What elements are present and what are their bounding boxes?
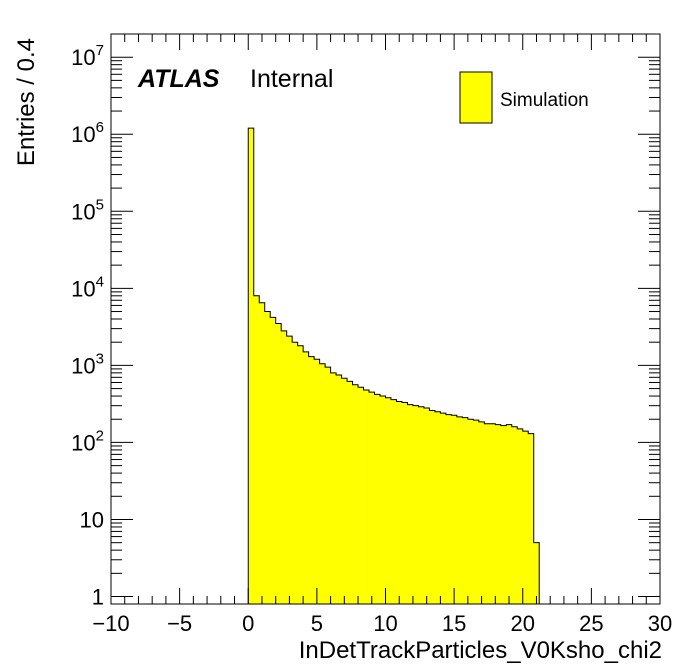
x-tick-label: −5 bbox=[167, 611, 192, 636]
histogram-bin bbox=[248, 128, 255, 604]
y-tick-label: 104 bbox=[71, 273, 104, 301]
plot-frame bbox=[110, 33, 661, 605]
histogram-bin bbox=[522, 431, 529, 604]
histogram-bin bbox=[407, 404, 414, 604]
x-tick-label: 15 bbox=[442, 611, 466, 636]
histogram-bin bbox=[286, 336, 293, 604]
axis-ticks bbox=[110, 33, 661, 604]
histogram-bin bbox=[303, 351, 309, 604]
histogram-bin bbox=[412, 405, 419, 604]
y-tick-label: 106 bbox=[71, 119, 104, 147]
x-tick-label: 25 bbox=[579, 611, 603, 636]
histogram-bin bbox=[500, 425, 507, 604]
histogram-bin bbox=[336, 375, 342, 604]
histogram-bin bbox=[440, 413, 447, 604]
histogram-bin bbox=[473, 420, 480, 604]
histogram-bin bbox=[264, 311, 271, 604]
histogram-bin bbox=[390, 399, 397, 604]
histogram-bin bbox=[451, 415, 458, 604]
histogram-bin bbox=[352, 384, 359, 604]
histogram-bin bbox=[374, 394, 381, 604]
histogram-bin bbox=[506, 424, 513, 604]
x-tick-label: 20 bbox=[511, 611, 535, 636]
x-tick-label: 30 bbox=[648, 611, 672, 636]
histogram-bin bbox=[396, 401, 403, 604]
tick-labels: −10 −5 0 5 10 15 20 25 30 1 10 102 103 104 105 106 107 bbox=[71, 42, 672, 636]
histogram-bin bbox=[297, 345, 304, 604]
histogram-outline bbox=[247, 127, 540, 604]
histogram-bin bbox=[380, 396, 386, 604]
histogram-bin bbox=[363, 389, 370, 604]
y-tick-label: 103 bbox=[71, 350, 104, 378]
histogram-bin bbox=[330, 372, 337, 604]
histogram-bin bbox=[292, 342, 298, 604]
atlas-label: ATLAS bbox=[137, 65, 220, 93]
atlas-status-label: Internal bbox=[250, 65, 333, 93]
y-tick-label: 105 bbox=[71, 196, 104, 224]
histogram-bin bbox=[270, 317, 276, 604]
histogram-bin bbox=[478, 421, 485, 604]
histogram-bin bbox=[429, 410, 436, 604]
histogram-bin bbox=[314, 359, 320, 604]
histogram-bin bbox=[358, 387, 364, 604]
histogram-bin bbox=[423, 407, 430, 604]
y-tick-label: 1 bbox=[92, 585, 104, 610]
histogram-bin bbox=[281, 330, 287, 604]
legend-swatch-simulation bbox=[459, 71, 493, 124]
histogram-bin bbox=[401, 402, 408, 604]
histogram-bin bbox=[517, 428, 524, 604]
histogram-bars bbox=[247, 127, 540, 604]
histogram-bin bbox=[434, 411, 441, 604]
histogram-bin bbox=[418, 406, 425, 604]
x-tick-label: 10 bbox=[373, 611, 397, 636]
y-tick-label: 102 bbox=[71, 427, 104, 455]
histogram-bin bbox=[341, 378, 348, 604]
y-tick-label: 10 bbox=[80, 507, 104, 532]
x-axis-title: InDetTrackParticles_V0Ksho_chi2 bbox=[299, 637, 662, 664]
x-tick-label: 0 bbox=[242, 611, 254, 636]
histogram-bin bbox=[528, 433, 535, 604]
histogram-bin bbox=[495, 424, 502, 604]
y-axis-title: Entries / 0.4 bbox=[13, 38, 40, 166]
histogram-bin bbox=[275, 323, 282, 604]
histogram-bin bbox=[445, 414, 452, 604]
histogram-bin bbox=[253, 295, 260, 604]
legend-label-simulation: Simulation bbox=[500, 90, 589, 111]
histogram-bin bbox=[484, 423, 491, 604]
histogram-bin bbox=[385, 397, 392, 604]
histogram-bin bbox=[462, 417, 469, 604]
histogram-bin bbox=[456, 416, 463, 604]
histogram-bin bbox=[325, 367, 331, 604]
histogram-bin bbox=[489, 423, 496, 604]
histogram-bin bbox=[533, 542, 540, 604]
histogram-bin bbox=[467, 419, 474, 604]
histogram-bin bbox=[259, 302, 266, 604]
histogram-bin bbox=[369, 392, 375, 604]
histogram-bin bbox=[319, 363, 326, 604]
y-tick-label: 107 bbox=[71, 42, 104, 70]
histogram-bin bbox=[347, 381, 353, 604]
x-tick-label: 5 bbox=[311, 611, 323, 636]
histogram-bin bbox=[511, 426, 518, 604]
x-tick-label: −10 bbox=[92, 611, 129, 636]
histogram-bin bbox=[308, 356, 315, 604]
